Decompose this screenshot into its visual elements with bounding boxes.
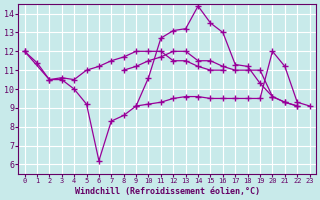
X-axis label: Windchill (Refroidissement éolien,°C): Windchill (Refroidissement éolien,°C) [75, 187, 260, 196]
